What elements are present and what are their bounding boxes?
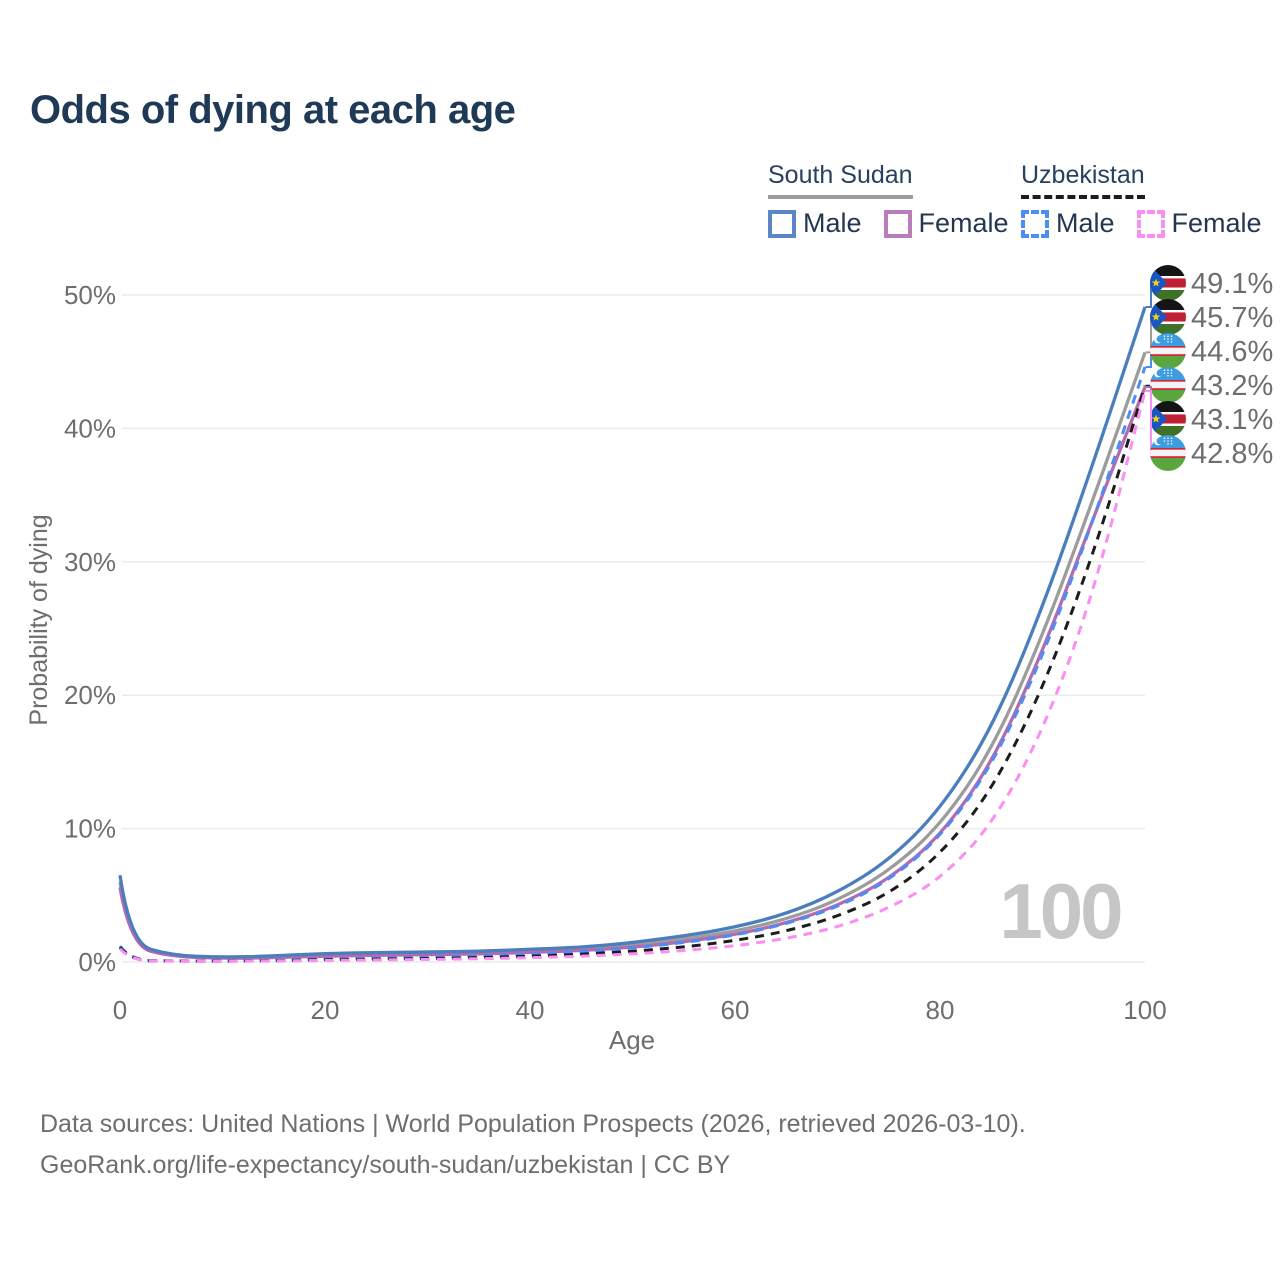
end-value-label[interactable]: 49.1% [1191, 268, 1273, 300]
legend-item-label: Male [1056, 208, 1115, 238]
flag-icon-uzbekistan [1150, 367, 1186, 403]
y-tick-label: 20% [64, 680, 116, 710]
end-value-label[interactable]: 43.1% [1191, 404, 1273, 436]
flag-icon-uzbekistan [1150, 333, 1186, 369]
series-line-uzbekistan-male[interactable] [118, 366, 1147, 963]
y-tick-label: 40% [64, 413, 116, 443]
flag-icon-south-sudan [1150, 299, 1186, 335]
legend-group-south-sudan: South Sudan Male Female [768, 161, 1031, 239]
y-tick-label: 30% [64, 547, 116, 577]
x-tick-label: 80 [926, 995, 955, 1025]
series-line-south-sudan-female[interactable] [118, 386, 1147, 960]
legend-item-uzbekistan-female[interactable]: Female [1136, 208, 1262, 239]
x-tick-label: 40 [516, 995, 545, 1025]
legend-swatch-uzbekistan-male [1021, 209, 1049, 238]
footer-data-sources: Data sources: United Nations | World Pop… [40, 1110, 1026, 1138]
x-tick-label: 100 [1123, 995, 1166, 1025]
legend-item-label: Male [803, 208, 862, 238]
series-line-south-sudan-male[interactable] [118, 306, 1147, 959]
x-tick-label: 20 [311, 995, 340, 1025]
legend-item-uzbekistan-male[interactable]: Male [1021, 208, 1115, 239]
end-value-label[interactable]: 42.8% [1191, 438, 1273, 470]
legend-swatch-south-sudan-female [883, 209, 912, 238]
end-value-label[interactable]: 43.2% [1191, 370, 1273, 402]
x-axis-title: Age [609, 1025, 655, 1055]
flag-icon-uzbekistan [1150, 435, 1186, 471]
x-tick-label: 60 [721, 995, 750, 1025]
age-watermark: 100 [999, 867, 1123, 955]
end-value-label[interactable]: 45.7% [1191, 302, 1273, 334]
y-tick-label: 50% [64, 280, 116, 310]
y-tick-label: 0% [78, 947, 116, 977]
legend-item-label: Female [1171, 208, 1262, 238]
end-value-label[interactable]: 44.6% [1191, 336, 1273, 368]
x-tick-label: 0 [113, 995, 127, 1025]
legend-item-south-sudan-male[interactable]: Male [768, 208, 862, 239]
flag-icon-south-sudan [1150, 401, 1186, 437]
y-tick-label: 10% [64, 814, 116, 844]
legend-item-south-sudan-female[interactable]: Female [883, 208, 1009, 239]
legend-group-uzbekistan: Uzbekistan Male Female [1021, 161, 1280, 239]
legend-group-title-south-sudan[interactable]: South Sudan [768, 161, 913, 199]
legend-swatch-south-sudan-male [768, 209, 796, 238]
footer-attribution: GeoRank.org/life-expectancy/south-sudan/… [40, 1151, 731, 1179]
y-axis-title: Probability of dying [25, 514, 53, 725]
legend-group-title-uzbekistan[interactable]: Uzbekistan [1021, 161, 1145, 199]
footer: Data sources: United Nations | World Pop… [40, 1104, 1026, 1186]
page-title: Odds of dying at each age [30, 88, 516, 132]
series-line-south-sudan[interactable] [118, 351, 1147, 960]
flag-icon-south-sudan [1150, 265, 1186, 301]
legend-item-label: Female [918, 208, 1009, 238]
series-line-uzbekistan[interactable] [118, 385, 1147, 963]
series-line-uzbekistan-female[interactable] [118, 390, 1147, 963]
legend: South Sudan Male Female Uzbekistan Male [0, 161, 1280, 241]
legend-swatch-uzbekistan-female [1136, 209, 1165, 238]
